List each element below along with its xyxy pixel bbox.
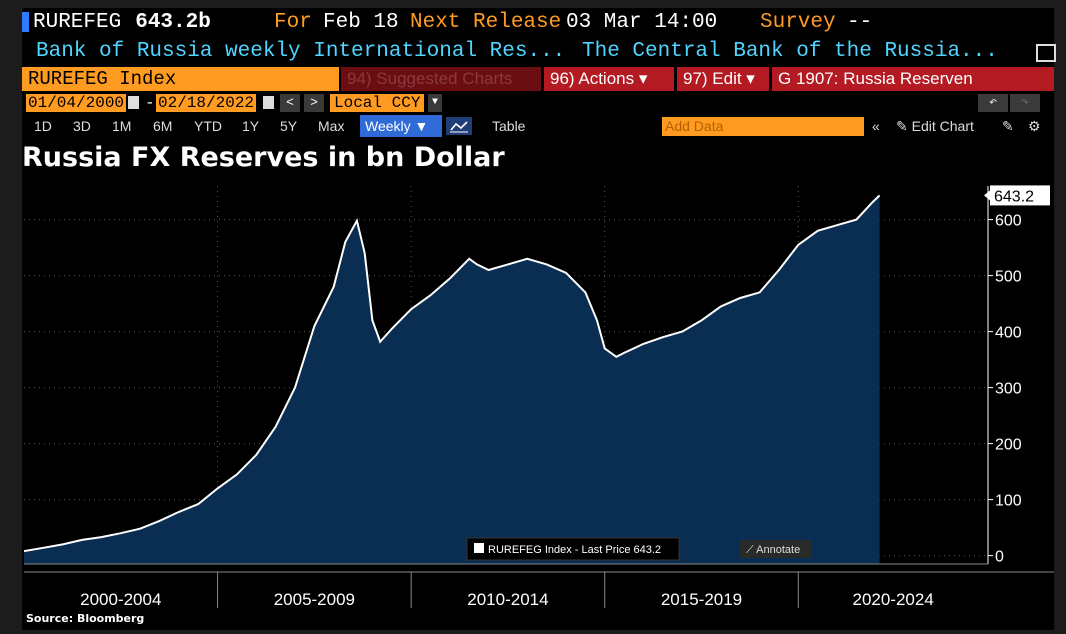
y-tick-label: 100: [995, 493, 1022, 510]
annotate-text: ⟋ Annotate: [746, 544, 800, 556]
chart-title: Russia FX Reserves in bn Dollar: [22, 142, 505, 173]
y-tick-label: 600: [995, 213, 1022, 230]
last-value-pointer: [984, 190, 990, 201]
area-fill: [24, 195, 880, 564]
add-data-input[interactable]: Add Data: [662, 117, 864, 136]
suggested-charts-button[interactable]: 94) Suggested Charts: [341, 67, 541, 91]
series-line[interactable]: [23, 194, 881, 553]
x-category-label: 2010-2014: [467, 590, 548, 608]
quote-header: RUREFEG 643.2b For Feb 18 Next Release 03…: [22, 11, 872, 34]
next-release-value: 03 Mar 14:00: [566, 11, 718, 34]
period-1d[interactable]: 1D: [34, 118, 52, 134]
actions-menu[interactable]: 96) Actions ▾: [544, 67, 674, 91]
annotate-button[interactable]: ⟋ Annotate: [740, 540, 812, 558]
calendar-icon[interactable]: [263, 96, 274, 109]
last-value-text: 643.2: [994, 188, 1034, 205]
annotate-box: [740, 540, 812, 558]
x-category-label: 2015-2019: [661, 590, 742, 608]
last-price: 643.2b: [135, 11, 211, 34]
popout-icon[interactable]: [1036, 44, 1056, 62]
y-tick-label: 0: [995, 549, 1004, 566]
y-tick-label: 300: [995, 381, 1022, 398]
description-row: Bank of Russia weekly International Res.…: [36, 39, 1056, 65]
edit-menu[interactable]: 97) Edit ▾: [677, 67, 769, 91]
table-button[interactable]: Table: [492, 118, 526, 134]
survey-value: --: [847, 11, 873, 34]
y-tick-label: 500: [995, 269, 1022, 286]
start-date-input[interactable]: 01/04/2000: [26, 94, 127, 112]
chevron-left-icon[interactable]: <: [280, 94, 300, 112]
legend-swatch: [474, 543, 484, 553]
y-tick-label: 400: [995, 325, 1022, 342]
pencil-icon[interactable]: ✎: [1002, 118, 1014, 134]
period-5y[interactable]: 5Y: [280, 118, 298, 134]
period-3d[interactable]: 3D: [73, 118, 91, 134]
y-tick-label: 200: [995, 437, 1022, 454]
calendar-icon[interactable]: [128, 96, 139, 109]
date-range-row: 01/04/2000 - 02/18/2022 < > Local CCY ▼ …: [22, 93, 1054, 113]
y-ticks: 0 100 200 300 400 500 600: [988, 213, 1022, 566]
gear-icon[interactable]: ⚙: [1028, 118, 1041, 134]
chevron-down-icon[interactable]: ▼: [428, 94, 442, 112]
collapse-icon[interactable]: «: [872, 118, 880, 134]
x-category-label: 2020-2024: [852, 590, 933, 608]
chevron-right-icon[interactable]: >: [304, 94, 324, 112]
chart-id-button[interactable]: G 1907: Russia Reserven: [772, 67, 1054, 91]
for-label: For: [274, 11, 312, 34]
legend-box: [466, 537, 680, 561]
line-chart-icon-glyph: [450, 121, 468, 133]
end-date-input[interactable]: 02/18/2022: [156, 94, 257, 112]
command-bar: RUREFEG Index 94) Suggested Charts 96) A…: [22, 67, 1054, 91]
date-separator: -: [145, 94, 155, 112]
security-marker: [22, 12, 29, 32]
redo-icon[interactable]: ↷: [1010, 94, 1040, 112]
frequency-select[interactable]: Weekly ▼: [360, 115, 442, 137]
line-chart-icon[interactable]: [446, 117, 472, 135]
last-value-box: [990, 185, 1050, 206]
description-right[interactable]: The Central Bank of the Russia...: [582, 40, 998, 63]
terminal-window: RUREFEG 643.2b For Feb 18 Next Release 03…: [22, 8, 1056, 630]
next-release-label: Next Release: [410, 11, 562, 34]
description-left[interactable]: Bank of Russia weekly International Res.…: [36, 40, 566, 63]
period-6m[interactable]: 6M: [153, 118, 173, 134]
index-field[interactable]: RUREFEG Index: [22, 67, 339, 91]
currency-select[interactable]: Local CCY: [330, 94, 425, 112]
ticker[interactable]: RUREFEG: [33, 11, 122, 34]
x-category-label: 2000-2004: [80, 590, 161, 608]
period-1m[interactable]: 1M: [112, 118, 132, 134]
x-categories: 2000-2004 2005-2009 2010-2014 2015-2019 2020…: [24, 571, 1054, 608]
x-category-label: 2005-2009: [274, 590, 355, 608]
period-toolbar: 1D 3D 1M 6M YTD 1Y 5Y Max Weekly ▼ Table…: [22, 115, 1054, 137]
period-1y[interactable]: 1Y: [242, 118, 260, 134]
source-note: Source: Bloomberg: [26, 612, 145, 625]
survey-label: Survey: [760, 11, 836, 34]
period-max[interactable]: Max: [318, 118, 345, 134]
legend-text: RUREFEG Index - Last Price 643.2: [488, 544, 661, 556]
for-date: Feb 18: [323, 11, 399, 34]
period-ytd[interactable]: YTD: [194, 118, 222, 134]
edit-chart-button[interactable]: ✎ Edit Chart: [896, 118, 974, 134]
legend[interactable]: RUREFEG Index - Last Price 643.2: [466, 537, 680, 561]
undo-icon[interactable]: ↶: [978, 94, 1008, 112]
last-value-label: 643.2: [984, 185, 1050, 206]
